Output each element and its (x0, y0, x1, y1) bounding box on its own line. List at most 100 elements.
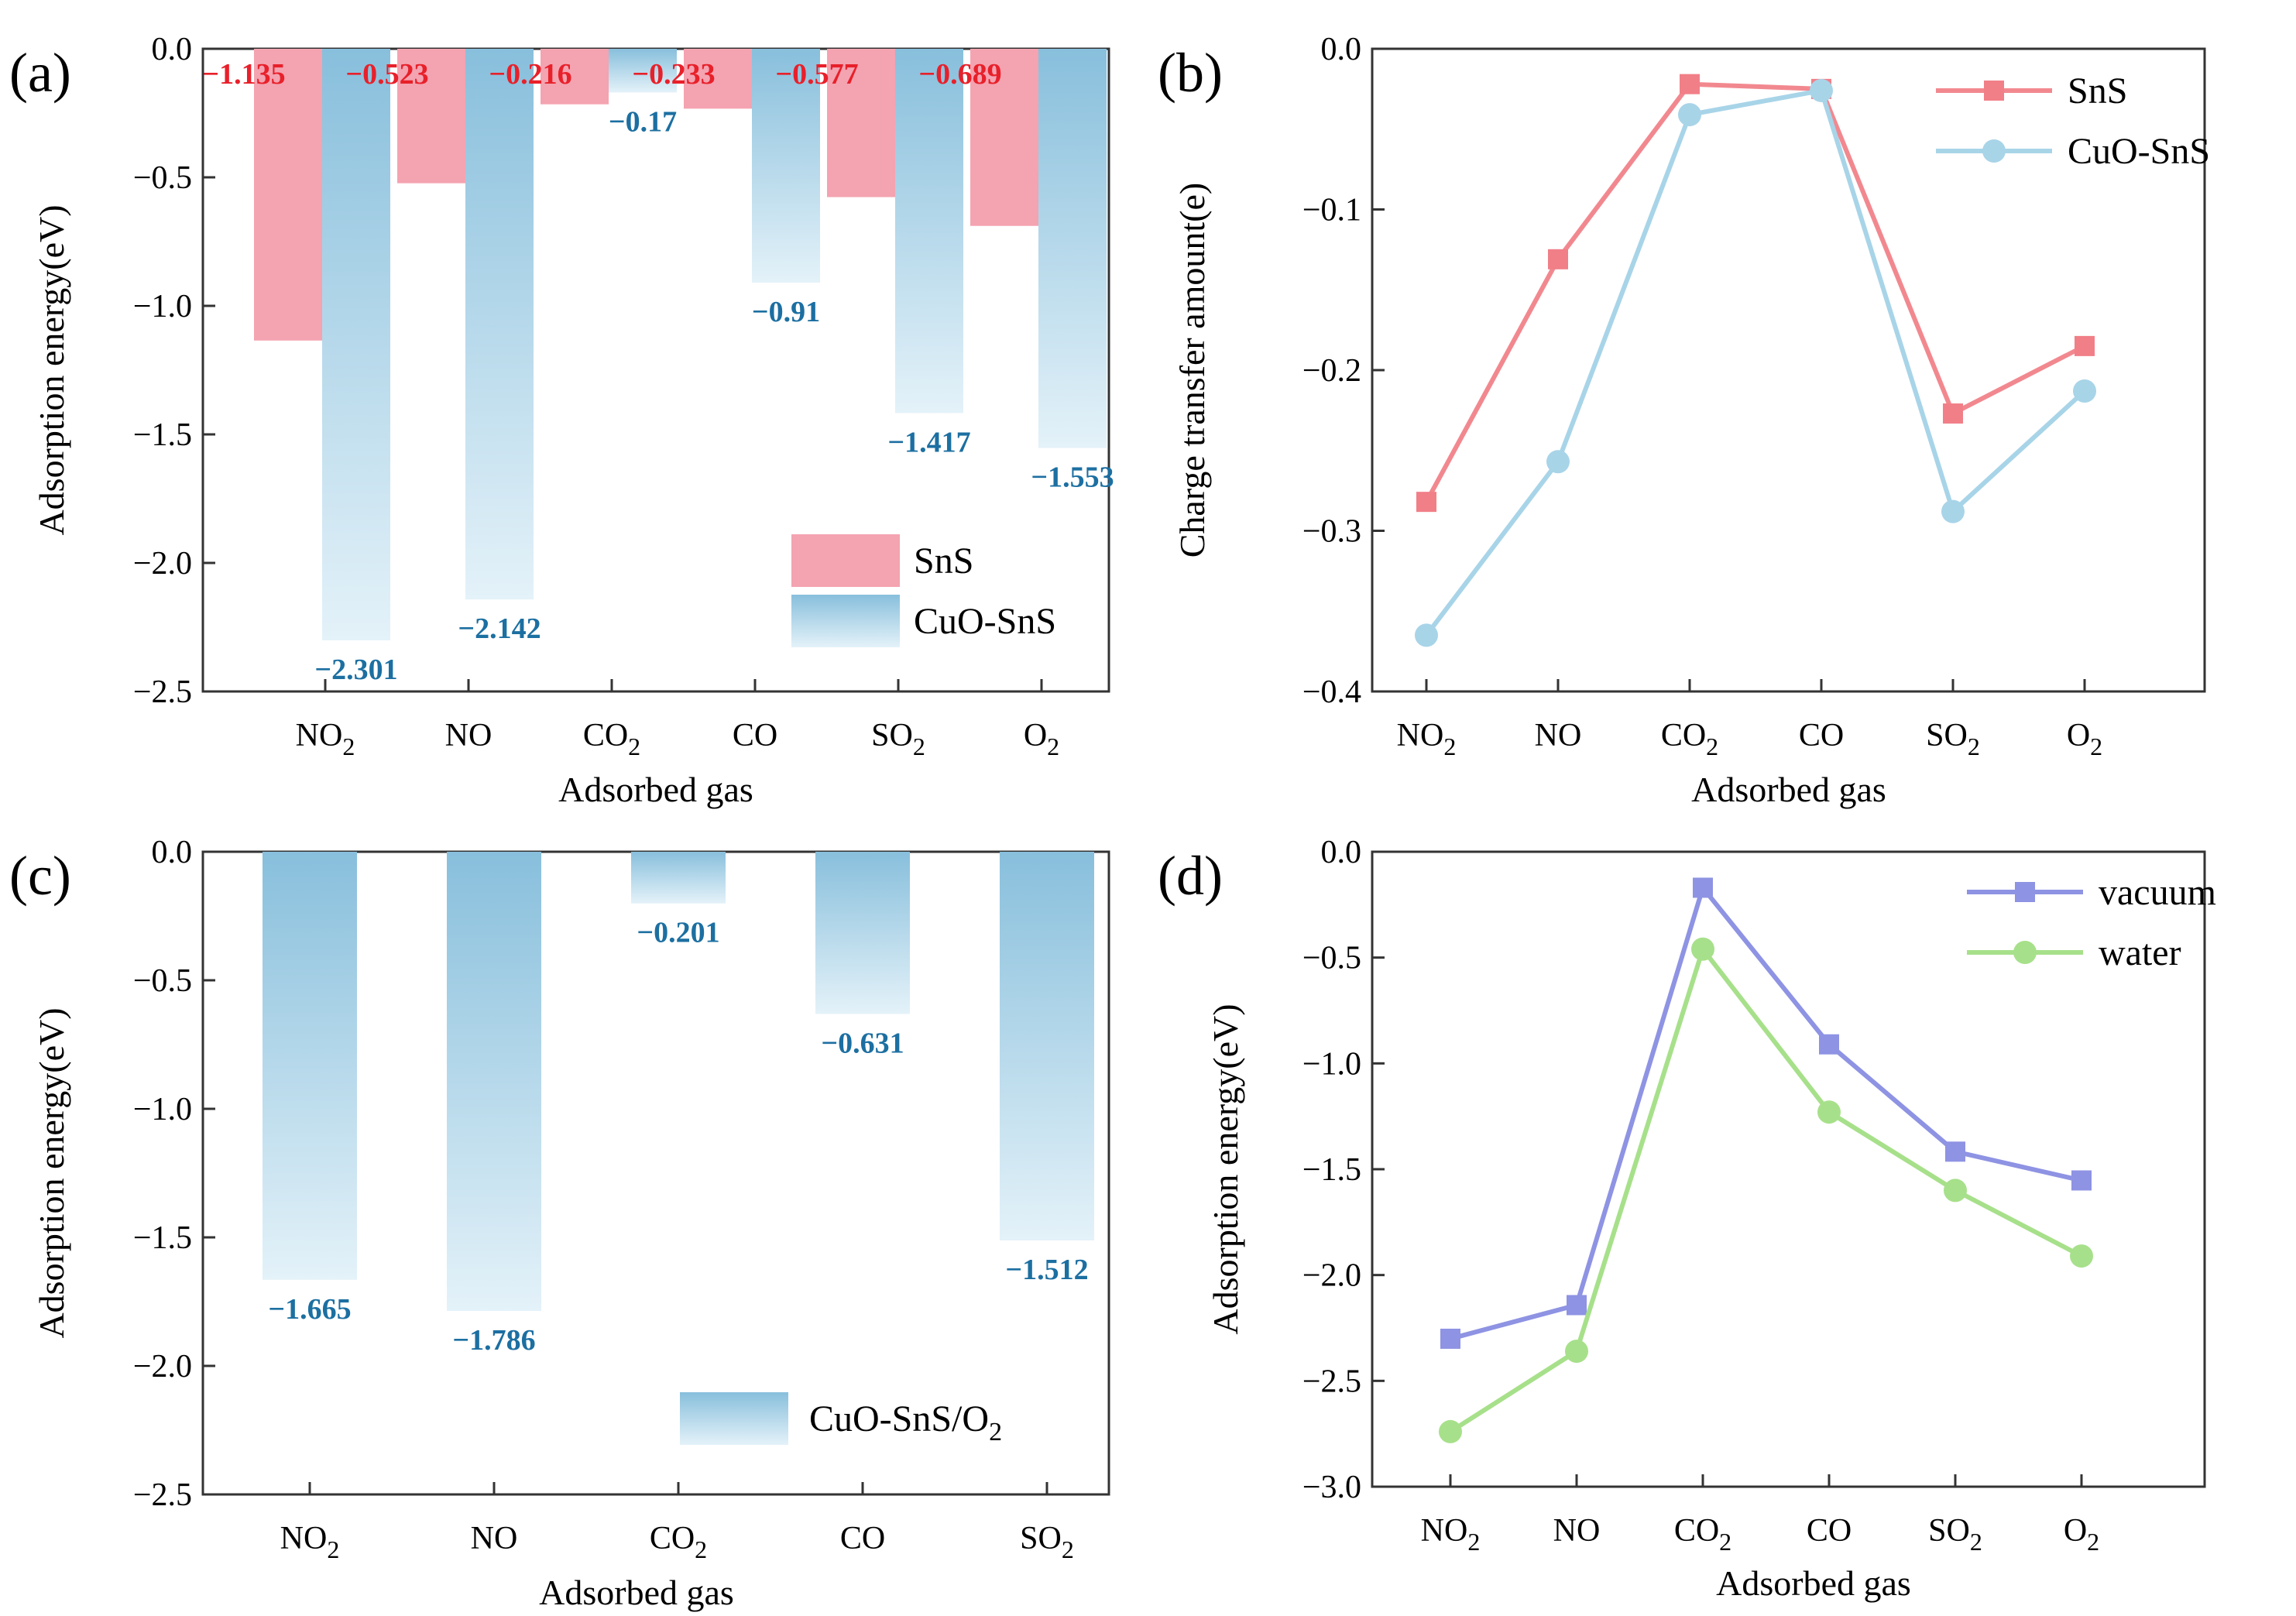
y-axis-label: Charge transfer amount(e) (1172, 183, 1212, 558)
point-vacuum-O2 (2071, 1170, 2092, 1191)
x-tick-label: CO2 (583, 718, 640, 760)
point-cuo-sns-NO (1546, 450, 1570, 474)
legend-marker-vacuum (2015, 882, 2035, 902)
panel-b-lines (1415, 74, 2096, 647)
x-axis-label: Adsorbed gas (558, 770, 753, 809)
data-label-sns: −0.233 (632, 58, 715, 91)
plot-frame (1371, 850, 2206, 1488)
bar-sns-CO2 (541, 49, 609, 105)
x-axis-label: Adsorbed gas (1691, 770, 1886, 809)
point-cuo-sns-CO (1810, 78, 1833, 102)
series-line-cuo-sns (1424, 87, 2087, 637)
bar-cuo-sns-o2-SO2 (1000, 852, 1094, 1240)
bar-cuo-sns-SO2 (895, 49, 963, 413)
data-label-sns: −1.135 (202, 58, 285, 91)
data-label-cuo-sns-o2: −0.631 (821, 1027, 904, 1059)
x-tick-label: CO (1799, 718, 1844, 753)
legend-label-sns: SnS (2068, 70, 2127, 112)
point-water-CO (1817, 1100, 1841, 1124)
legend-swatch-cuo-sns (791, 595, 900, 647)
point-water-NO2 (1439, 1419, 1462, 1443)
point-cuo-sns-SO2 (1941, 499, 1965, 523)
y-tick-label: −0.5 (133, 160, 192, 196)
legend-d: vacuum water (1967, 872, 2216, 973)
bar-cuo-sns-CO2 (609, 49, 677, 93)
x-tick-label: O2 (2064, 1513, 2099, 1556)
y-tick-label: −2.0 (133, 1349, 192, 1384)
y-tick-label: −2.0 (133, 546, 192, 582)
bar-sns-CO (684, 49, 752, 109)
panel-label: (a) (9, 42, 71, 104)
legend-b: SnS CuO-SnS (1936, 70, 2210, 172)
y-tick-label: −0.2 (1302, 353, 1361, 389)
y-tick-label: −0.5 (133, 963, 192, 999)
legend-marker-water (2013, 941, 2037, 964)
series-line-water (1449, 944, 2083, 1434)
y-tick-label: −2.5 (1302, 1364, 1361, 1399)
point-water-NO (1565, 1340, 1588, 1364)
y-tick-label: 0.0 (1321, 32, 1362, 67)
y-tick-label: −1.5 (133, 1220, 192, 1256)
legend-a: SnS CuO-SnS (791, 534, 1056, 647)
y-tick-label: −1.5 (133, 417, 192, 453)
x-tick-label: NO (445, 718, 492, 753)
data-label-cuo-sns-o2: −0.201 (637, 917, 719, 949)
x-tick-label: O2 (1024, 718, 1059, 760)
y-tick-label: −0.5 (1302, 941, 1361, 976)
series-line-vacuum (1450, 883, 2082, 1341)
x-axis-label: Adsorbed gas (539, 1573, 734, 1612)
legend-label-cuo-sns: CuO-SnS (2068, 131, 2210, 172)
point-sns-CO2 (1680, 74, 1700, 94)
y-tick-label: 0.0 (1321, 835, 1362, 870)
x-axis-label: Adsorbed gas (1716, 1563, 1911, 1603)
legend-label-water: water (2099, 932, 2181, 973)
data-label-cuo-sns: −0.17 (609, 105, 677, 138)
point-water-CO2 (1691, 937, 1714, 961)
panels: 0.0 −0.5 −1.0 −1.5 −2.0 −2.5 NO2 NO CO2 CO SO2 O2 Ad… (9, 32, 2216, 1612)
panel-4-axes: 0.0 −0.5 −1.0 −1.5 −2.0 −2.5 −3.0 NO2 NO CO2 CO SO2… (1158, 835, 2206, 1603)
bar-cuo-sns-O2 (1038, 49, 1107, 448)
x-tick-label: O2 (2067, 718, 2102, 760)
y-tick-label: −3.0 (1302, 1470, 1361, 1505)
panel-a-bars: −1.135 −2.301 −0.523 −2.142 −0.216 −0.17 −0.23… (202, 49, 1114, 686)
data-label-cuo-sns: −1.417 (887, 426, 970, 458)
data-label-sns: −0.523 (345, 58, 428, 91)
panel-label: (c) (9, 845, 71, 907)
bar-cuo-sns-o2-NO (447, 852, 541, 1311)
y-tick-label: −2.0 (1302, 1258, 1361, 1294)
x-tick-label: SO2 (871, 718, 925, 760)
legend-label-sns: SnS (914, 540, 973, 582)
data-label-cuo-sns: −0.91 (752, 296, 820, 328)
y-tick-label: −0.4 (1302, 674, 1361, 710)
x-tick-label: NO (1535, 718, 1582, 753)
bar-cuo-sns-o2-NO2 (263, 852, 357, 1280)
bar-sns-NO (397, 49, 465, 184)
point-sns-SO2 (1943, 403, 1963, 424)
point-vacuum-CO (1819, 1034, 1839, 1055)
x-tick-label: SO2 (1020, 1521, 1074, 1563)
y-tick-label: −1.0 (1302, 1046, 1361, 1082)
x-tick-label: CO (840, 1521, 885, 1556)
legend-marker-sns (1984, 81, 2004, 101)
y-axis-label: Adsorption energy(eV) (32, 204, 71, 535)
x-tick-label: CO (733, 718, 777, 753)
data-label-cuo-sns-o2: −1.665 (268, 1293, 351, 1326)
x-tick-label: SO2 (1928, 1513, 1982, 1556)
legend-label-vacuum: vacuum (2099, 872, 2216, 913)
y-tick-label: 0.0 (152, 835, 193, 870)
panel-2-axes: 0.0 −0.1 −0.2 −0.3 −0.4 NO2 NO CO2 CO SO2 O2 Adsorb… (1158, 32, 2206, 809)
data-label-cuo-sns-o2: −1.786 (452, 1324, 535, 1357)
legend-label-cuo-sns-o2: CuO-SnS/O2 (809, 1398, 1002, 1446)
x-tick-label: CO2 (650, 1521, 707, 1563)
point-cuo-sns-NO2 (1415, 623, 1438, 647)
x-tick-label: CO2 (1674, 1513, 1731, 1556)
point-cuo-sns-O2 (2073, 379, 2096, 403)
bar-sns-O2 (970, 49, 1038, 226)
data-label-cuo-sns-o2: −1.512 (1005, 1254, 1088, 1286)
x-tick-label: NO (1553, 1513, 1601, 1549)
y-tick-label: −2.5 (133, 674, 192, 710)
panel-label: (b) (1158, 42, 1223, 104)
y-tick-label: −1.5 (1302, 1152, 1361, 1188)
x-tick-label: NO2 (1397, 718, 1457, 760)
x-tick-label: CO (1807, 1513, 1852, 1549)
